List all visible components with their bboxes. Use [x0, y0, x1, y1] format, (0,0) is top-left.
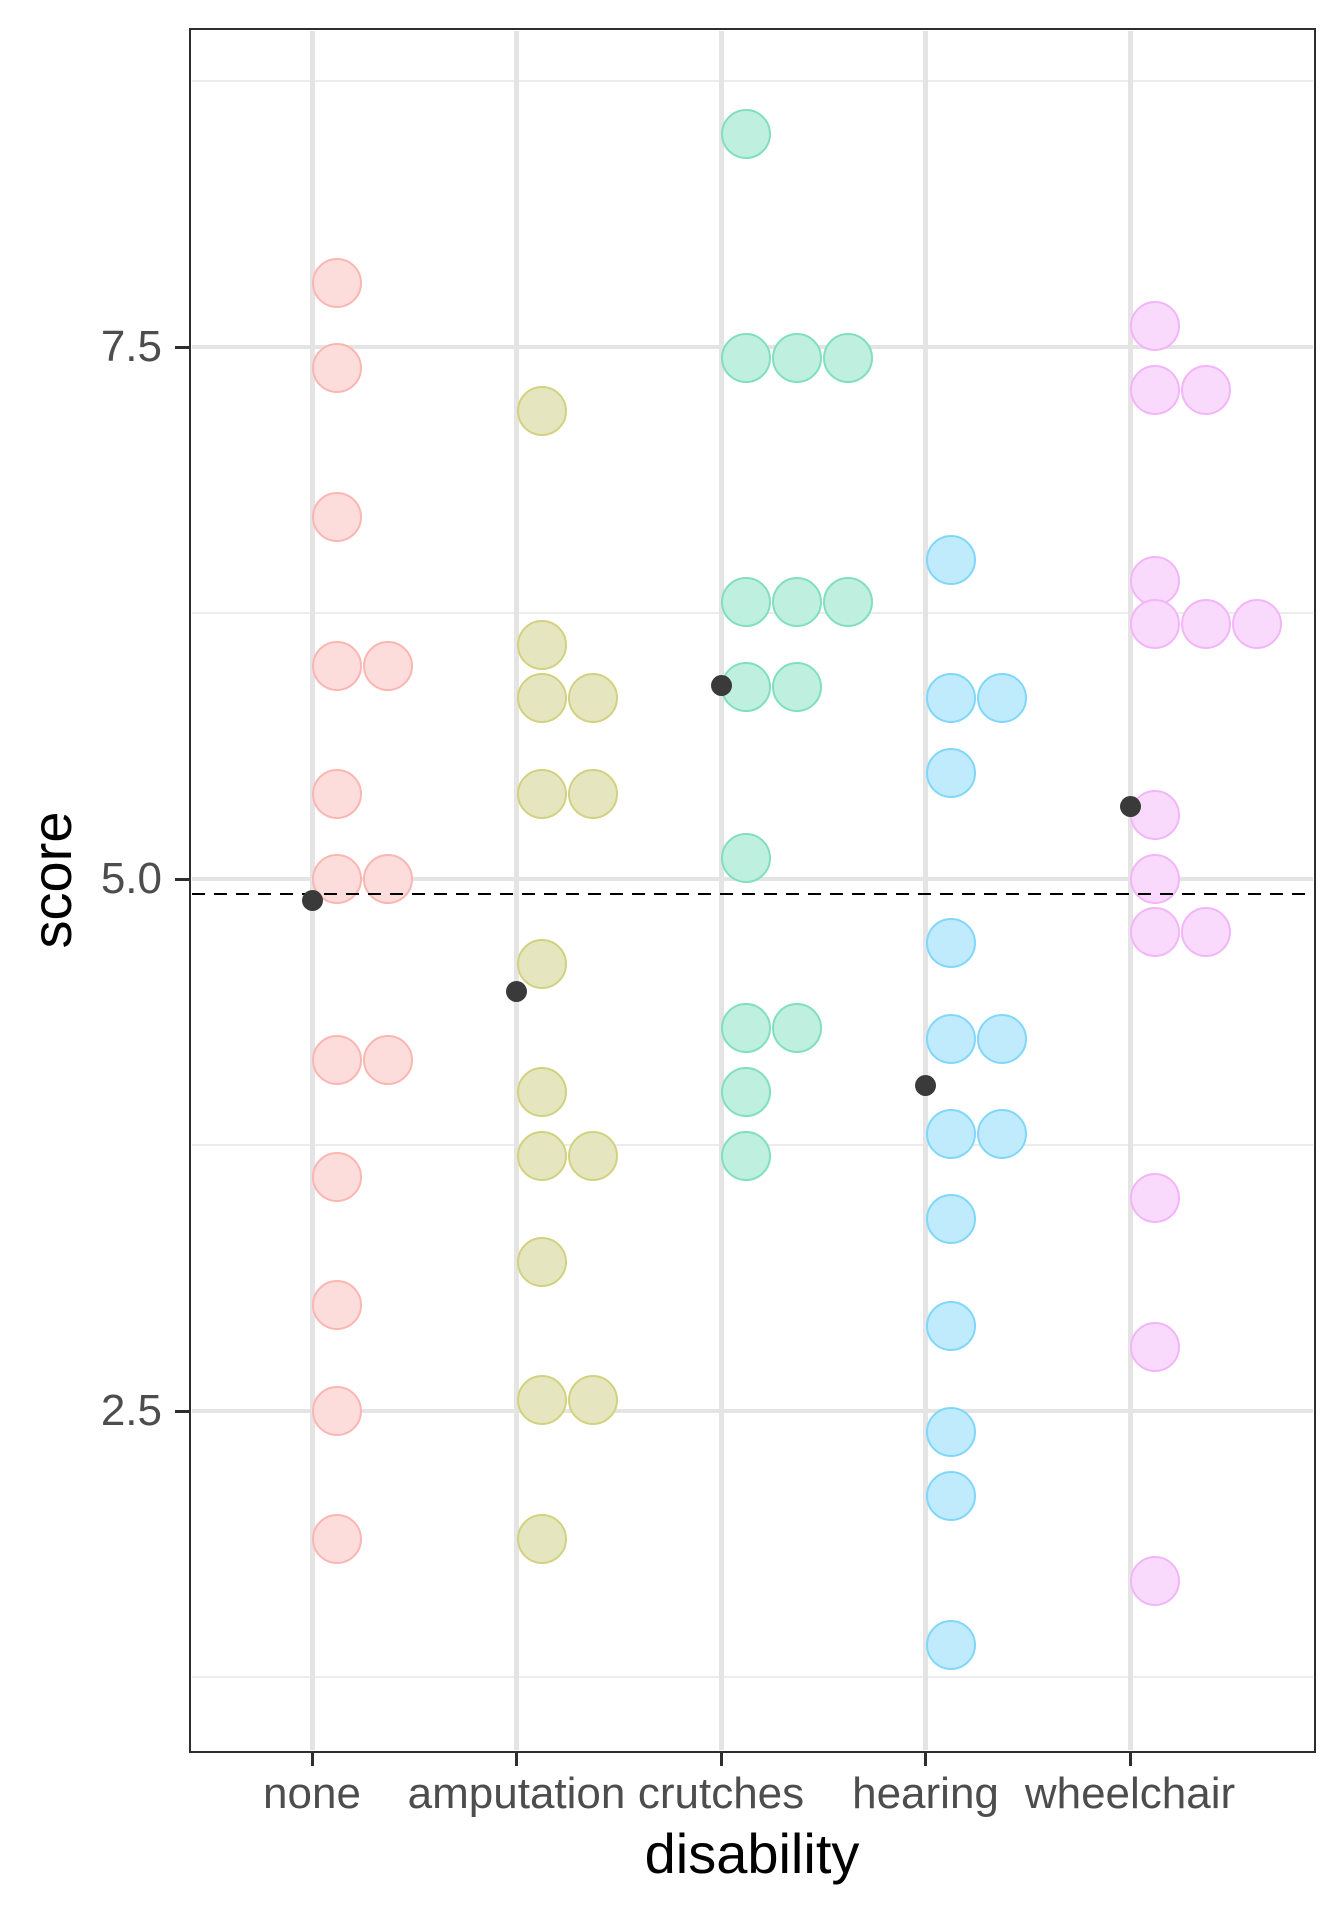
y-tick-label: 2.5: [100, 1386, 162, 1435]
x-tick-label-amputation: amputation: [407, 1769, 626, 1818]
x-tick: [310, 1752, 314, 1766]
panel-border: [189, 28, 1316, 1753]
x-tick-label-crutches: crutches: [637, 1769, 805, 1818]
x-tick: [719, 1752, 723, 1766]
x-tick-label-none: none: [263, 1769, 361, 1818]
x-tick-label-hearing: hearing: [852, 1769, 999, 1818]
x-tick: [924, 1752, 927, 1766]
y-tick-label: 7.5: [100, 322, 162, 371]
x-tick: [1128, 1752, 1132, 1766]
y-axis-title: score: [20, 811, 83, 949]
x-tick: [515, 1752, 518, 1766]
x-tick-label-wheelchair: wheelchair: [1024, 1769, 1236, 1818]
overall-mean-dashed-line: [192, 892, 1313, 896]
x-axis-title: disability: [644, 1822, 860, 1885]
